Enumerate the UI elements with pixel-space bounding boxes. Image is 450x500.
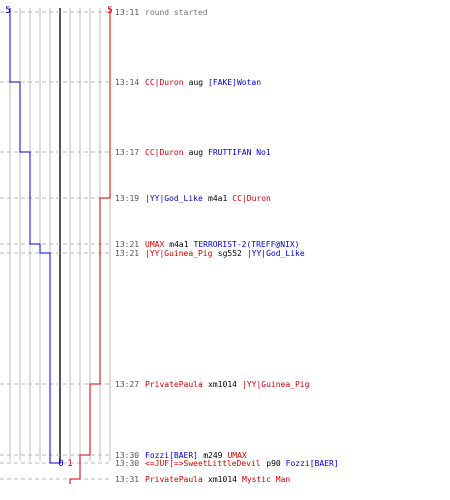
- event-player-2-0: CC|Duron: [145, 148, 184, 157]
- series-red-team: [69, 8, 111, 484]
- event-player-4-0: UMAX: [145, 240, 164, 249]
- event-player-5-0: |YY|Guinea_Pig: [145, 249, 213, 258]
- event-player-0-0: round started: [145, 8, 208, 17]
- event-time-0: 13:11: [115, 8, 139, 17]
- event-player-8-0: <=JUF[=>SweetLittleDevil: [145, 459, 261, 468]
- event-time-2: 13:17: [115, 148, 139, 157]
- alive-count-label-1: 0: [58, 459, 63, 469]
- event-player-2-2: FRUTTIFAN No1: [208, 148, 271, 157]
- event-player-1-0: CC|Duron: [145, 78, 184, 87]
- event-player-7-2: UMAX: [227, 451, 246, 460]
- alive-count-label-3: 5: [107, 6, 112, 16]
- alive-count-label-0: 5: [5, 6, 10, 16]
- event-weapon-1-1: aug: [189, 78, 204, 87]
- event-weapon-7-1: m249: [203, 451, 222, 460]
- event-player-9-2: Mystic Man: [242, 475, 290, 484]
- event-time-6: 13:27: [115, 380, 139, 389]
- event-player-1-2: [FAKE]Wotan: [208, 78, 261, 87]
- event-player-9-0: PrivatePaula: [145, 475, 203, 484]
- event-player-3-0: |YY|God_Like: [145, 194, 203, 203]
- event-time-4: 13:21: [115, 240, 139, 249]
- event-time-1: 13:14: [115, 78, 139, 87]
- event-player-6-0: PrivatePaula: [145, 380, 203, 389]
- event-time-5: 13:21: [115, 249, 139, 258]
- axis-label-layer: 5 0 1 5: [5, 6, 112, 469]
- event-weapon-8-1: p90: [266, 459, 281, 468]
- alive-count-label-2: 1: [67, 459, 72, 469]
- event-time-7: 13:30: [115, 451, 139, 460]
- event-player-6-2: |YY|Guinea_Pig: [242, 380, 310, 389]
- event-weapon-3-1: m4a1: [208, 194, 227, 203]
- event-time-8: 13:30: [115, 459, 139, 468]
- event-weapon-4-1: m4a1: [169, 240, 188, 249]
- event-weapon-6-1: xm1014: [208, 380, 237, 389]
- grid-layer: [9, 8, 111, 461]
- event-player-8-2: Fozzi[BAER]: [286, 459, 339, 468]
- event-weapon-2-1: aug: [189, 148, 204, 157]
- series-layer: [9, 8, 111, 484]
- event-player-5-2: |YY|God_Like: [247, 249, 305, 258]
- event-time-3: 13:19: [115, 194, 139, 203]
- event-weapon-9-1: xm1014: [208, 475, 237, 484]
- event-weapon-5-1: sg552: [218, 249, 242, 258]
- event-player-7-0: Fozzi[BAER]: [145, 451, 198, 460]
- series-blue-team: [9, 8, 61, 464]
- event-time-9: 13:31: [115, 475, 139, 484]
- event-player-4-2: TERRORIST-2(TREFF@NIX): [194, 240, 300, 249]
- event-player-3-2: CC|Duron: [232, 194, 271, 203]
- event-text-layer: 13:11 round started 13:14 CC|Duron aug [FAKE]…: [115, 8, 339, 484]
